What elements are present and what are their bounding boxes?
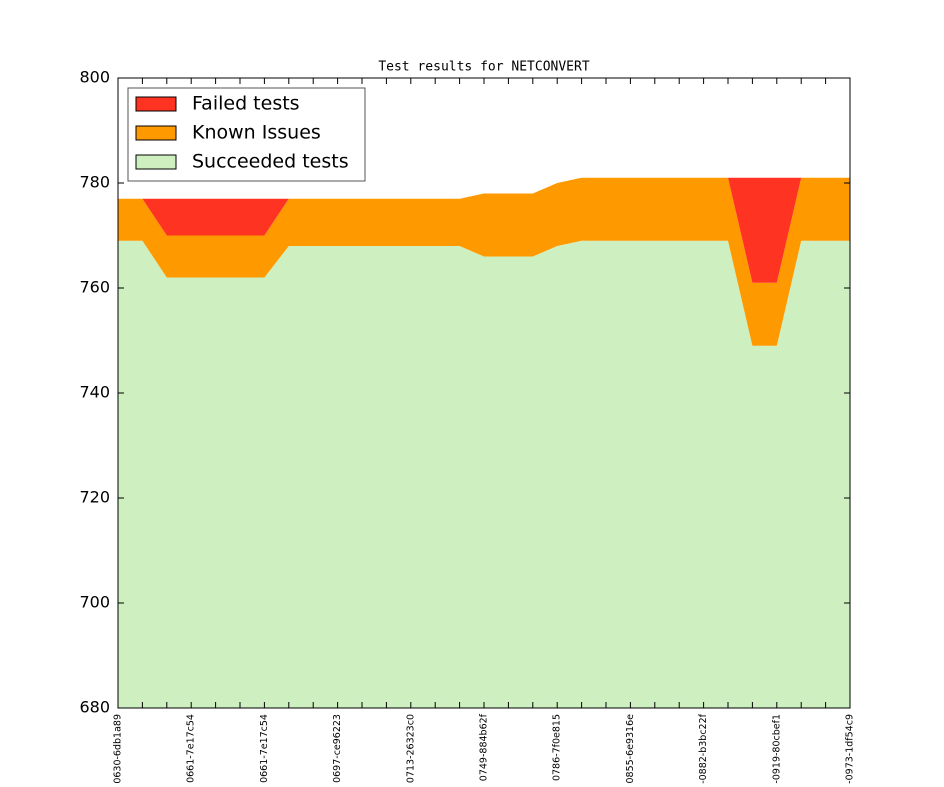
chart-title: Test results for NETCONVERT (378, 60, 589, 75)
plot-area (118, 177, 850, 708)
legend-label: Succeeded tests (192, 151, 349, 173)
y-tick-label: 800 (79, 68, 110, 87)
y-tick-label: 760 (79, 278, 110, 297)
x-tick-label: -0973-1df54c9 (845, 714, 856, 784)
y-tick-label: 780 (79, 173, 110, 192)
axes: 680 700 720 740 760 780 800 0630-6db1a89 0661-7e… (79, 68, 855, 784)
area (118, 240, 850, 708)
x-tick-label: 0661-7e17c54 (186, 714, 197, 783)
x-tick-label: 0661-7e17c54 (259, 714, 270, 783)
x-tick-label: 0749-884b62f (479, 713, 490, 781)
legend: Failed tests Known Issues Succeeded tests (127, 87, 366, 182)
x-tick-label: -0882-b3bc22f (698, 713, 709, 783)
legend-label: Known Issues (192, 122, 321, 144)
legend-swatch (135, 96, 177, 112)
x-tick-label: 0713-26323c0 (405, 714, 416, 783)
y-tick-label: 680 (79, 698, 110, 717)
x-tick-label: 0630-6db1a89 (113, 714, 124, 784)
x-tick-label: 0786-7f0e815 (552, 714, 563, 781)
y-tick-label: 700 (79, 593, 110, 612)
x-tick-label: 0697-ce96223 (332, 714, 343, 783)
legend-swatch (135, 154, 177, 170)
x-tick-label: 0855-6e9316e (625, 714, 636, 784)
y-tick-label: 720 (79, 488, 110, 507)
legend-swatch (135, 125, 177, 141)
legend-label: Failed tests (192, 93, 300, 115)
area (118, 177, 850, 346)
area (118, 177, 850, 283)
x-tick-label: -0919-80cbef1 (771, 714, 782, 784)
y-tick-label: 740 (79, 383, 110, 402)
